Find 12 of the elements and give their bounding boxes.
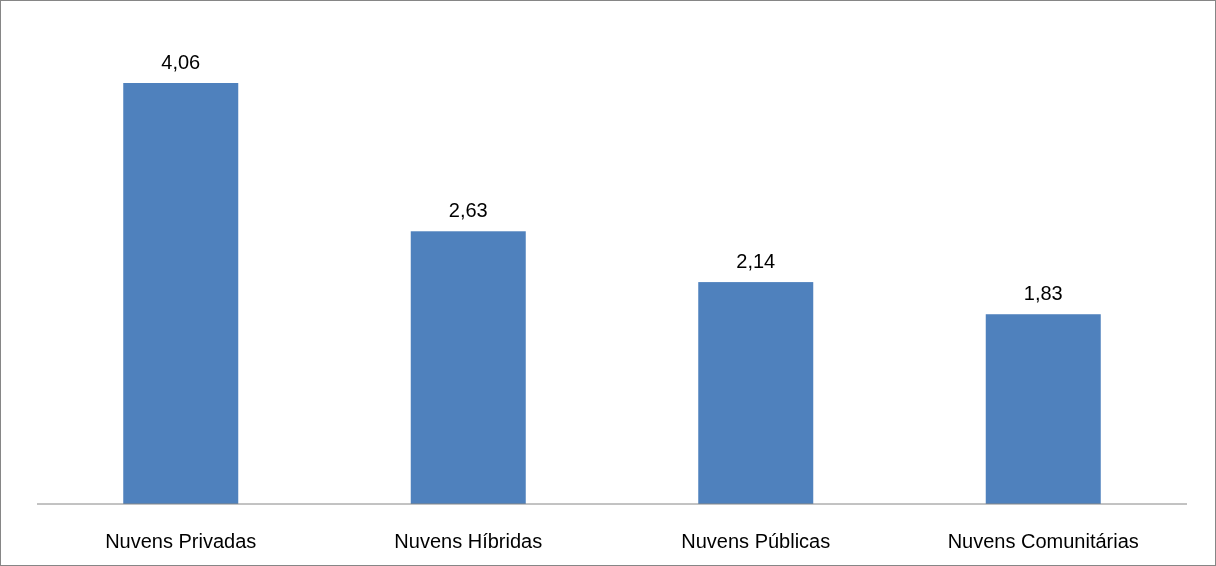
bar xyxy=(985,314,1101,504)
data-label: 2,14 xyxy=(736,250,776,273)
data-label: 1,83 xyxy=(1023,282,1063,305)
x-tick-label: Nuvens Públicas xyxy=(681,530,831,552)
data-label: 2,63 xyxy=(448,199,488,222)
data-label: 4,06 xyxy=(161,51,201,73)
bar xyxy=(410,231,526,504)
bar xyxy=(698,282,814,504)
x-tick-label: Nuvens Híbridas xyxy=(394,530,543,552)
x-tick-label: Nuvens Privadas xyxy=(105,530,257,552)
x-tick-label: Nuvens Comunitárias xyxy=(947,530,1139,552)
bar xyxy=(123,83,239,504)
